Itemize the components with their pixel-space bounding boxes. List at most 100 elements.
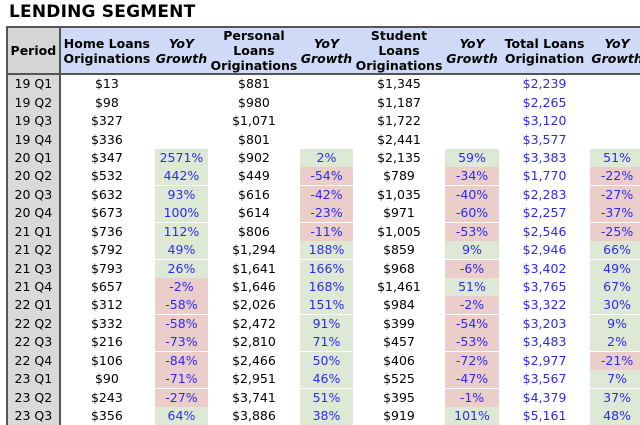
- cell-student-yoy: 59%: [443, 148, 501, 167]
- cell-home-loans: $332: [90, 315, 123, 331]
- cell-period: 21 Q3: [6, 259, 61, 278]
- cell-period: 23 Q1: [6, 370, 61, 389]
- growth-value: -6%: [445, 259, 499, 278]
- table-row: 20 Q1 $347 2571% $902 2% $2,135 59% $3,383 51%: [6, 148, 640, 168]
- growth-value: [590, 94, 640, 112]
- cell-total-yoy: 37%: [588, 388, 640, 407]
- cell-home-loans: $736: [90, 223, 123, 239]
- cell-total-loans: $3,383: [522, 149, 567, 165]
- cell-home-loans: $792: [90, 242, 123, 258]
- cell-home-yoy: [153, 112, 210, 130]
- cell-period: 22 Q2: [6, 314, 61, 334]
- growth-value: -54%: [300, 167, 353, 186]
- growth-value: -58%: [155, 296, 208, 315]
- table-row: 19 Q4 $336 $801 $2,441 $3,577: [6, 130, 640, 149]
- header-line: YoY: [168, 35, 194, 51]
- cell-home-loans: $243: [90, 389, 123, 405]
- growth-value: -60%: [445, 204, 499, 223]
- cell-student-yoy: -40%: [443, 185, 501, 204]
- cell-total-loans: $3,483: [522, 334, 567, 350]
- growth-value: 188%: [300, 241, 353, 260]
- table-row: 19 Q2 $98 $980 $1,187 $2,265: [6, 93, 640, 112]
- growth-value: 26%: [155, 259, 208, 278]
- header-line: Personal: [223, 28, 285, 43]
- cell-period: 19 Q1: [6, 74, 61, 94]
- cell-home-loans: $13: [94, 76, 119, 92]
- cell-period: 19 Q4: [6, 130, 61, 149]
- cell-period: 21 Q2: [6, 240, 61, 260]
- growth-value: 91%: [300, 314, 353, 333]
- cell-student-loans: $984: [383, 297, 415, 313]
- cell-student-loans: $968: [383, 260, 415, 276]
- growth-value: [155, 75, 208, 93]
- cell-personal-yoy: [298, 112, 355, 130]
- cell-personal-loans: $801: [238, 131, 270, 147]
- table-row: 20 Q4 $673 100% $614 -23% $971 -60% $2,257 -37%: [6, 204, 640, 223]
- cell-total-loans: $3,402: [522, 260, 567, 276]
- cell-total-loans: $4,379: [522, 389, 567, 405]
- cell-total-yoy: -22%: [588, 167, 640, 186]
- table-row: 22 Q2 $332 -58% $2,472 91% $399 -54% $3,203 9%: [6, 314, 640, 334]
- growth-value: -27%: [155, 388, 208, 407]
- cell-total-loans: $1,770: [522, 168, 567, 184]
- cell-personal-yoy: -54%: [298, 167, 355, 186]
- growth-value: [445, 94, 499, 112]
- growth-value: [445, 75, 499, 93]
- cell-total-yoy: 67%: [588, 278, 640, 297]
- cell-total-loans: $2,239: [522, 76, 567, 92]
- cell-personal-loans: $614: [238, 205, 270, 221]
- header-line: Origination: [504, 50, 585, 66]
- cell-home-loans: $793: [90, 260, 123, 276]
- header-line: Loans: [233, 43, 275, 58]
- cell-student-yoy: -34%: [443, 167, 501, 186]
- cell-period: 21 Q1: [6, 222, 61, 241]
- growth-value: 51%: [445, 278, 499, 297]
- growth-value: -53%: [445, 222, 499, 241]
- growth-value: 9%: [590, 314, 640, 333]
- cell-student-loans: $789: [383, 168, 415, 184]
- growth-value: 112%: [155, 222, 208, 241]
- growth-value: -53%: [445, 333, 499, 352]
- growth-value: 46%: [300, 370, 353, 389]
- cell-period: 23 Q3: [6, 406, 61, 425]
- table-row: 23 Q2 $243 -27% $3,741 51% $395 -1% $4,379 37%: [6, 388, 640, 407]
- cell-student-yoy: -60%: [443, 204, 501, 223]
- header-home-yoy: YoY Growth: [153, 26, 210, 75]
- growth-value: [300, 112, 353, 130]
- cell-period: 20 Q4: [6, 204, 61, 223]
- table-row: 22 Q4 $106 -84% $2,466 50% $406 -72% $2,977 -21%: [6, 351, 640, 370]
- cell-home-yoy: 2571%: [153, 148, 210, 167]
- growth-value: [445, 131, 499, 149]
- growth-value: 66%: [590, 241, 640, 260]
- cell-personal-loans: $2,810: [232, 334, 276, 350]
- cell-period: 20 Q1: [6, 148, 61, 168]
- growth-value: 49%: [590, 259, 640, 278]
- cell-personal-loans: $616: [238, 186, 270, 202]
- growth-value: [300, 131, 353, 149]
- cell-personal-loans: $806: [238, 223, 270, 239]
- cell-personal-yoy: [298, 93, 355, 111]
- cell-student-yoy: [443, 112, 501, 130]
- growth-value: -73%: [155, 333, 208, 352]
- cell-student-yoy: -1%: [443, 388, 501, 407]
- cell-total-loans: $2,283: [522, 186, 567, 202]
- cell-total-yoy: 66%: [588, 241, 640, 260]
- table-row: 23 Q3 $356 64% $3,886 38% $919 101% $5,161 48%: [6, 406, 640, 425]
- cell-home-loans: $327: [90, 113, 123, 129]
- cell-student-yoy: -47%: [443, 370, 501, 389]
- cell-period: 19 Q3: [6, 111, 61, 131]
- cell-home-loans: $347: [90, 149, 123, 165]
- cell-home-yoy: [153, 93, 210, 111]
- page-title: LENDING SEGMENT: [9, 2, 196, 22]
- cell-home-loans: $532: [90, 168, 123, 184]
- cell-home-loans: $632: [90, 186, 123, 202]
- growth-value: -72%: [445, 351, 499, 370]
- growth-value: -54%: [445, 314, 499, 333]
- growth-value: 7%: [590, 370, 640, 389]
- cell-student-yoy: -6%: [443, 259, 501, 278]
- growth-value: -2%: [445, 296, 499, 315]
- cell-personal-loans: $2,951: [232, 371, 276, 387]
- cell-total-loans: $3,322: [522, 297, 567, 313]
- cell-total-yoy: [588, 93, 640, 111]
- cell-home-yoy: -2%: [153, 278, 210, 297]
